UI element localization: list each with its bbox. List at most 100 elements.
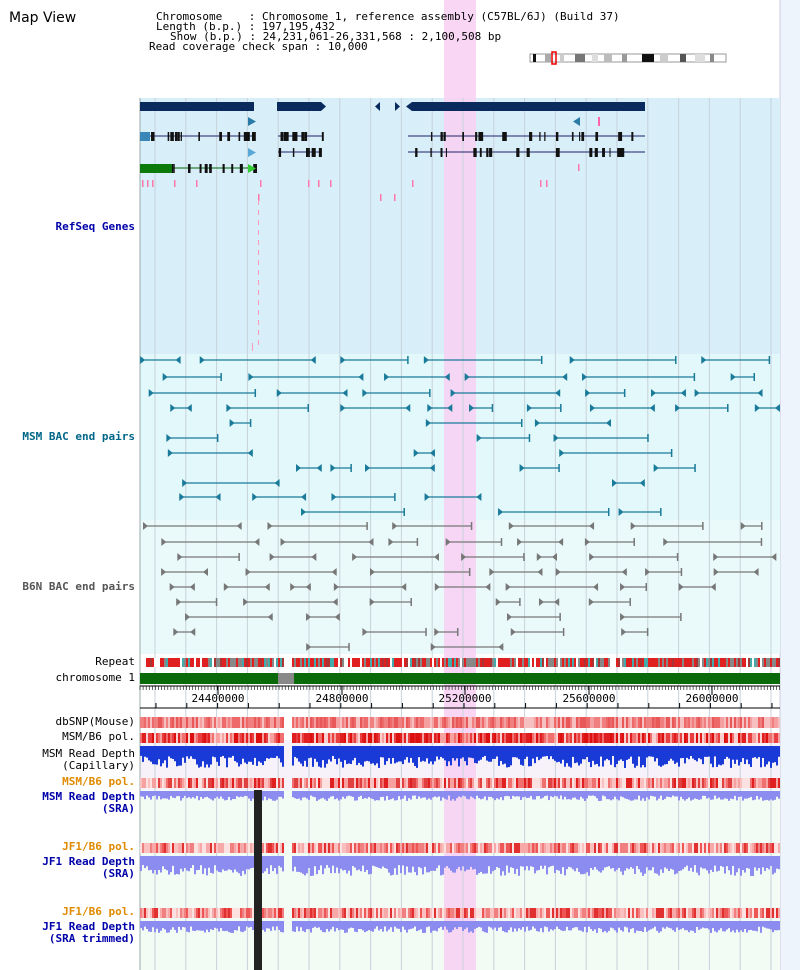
heat-cell [772,778,774,788]
heat-cell [738,778,740,788]
heat-cell [646,717,648,728]
depth-bar [526,791,528,799]
heat-cell [366,908,368,918]
depth-bar [644,921,646,928]
depth-bar [588,856,590,876]
depth-bar [380,856,382,869]
track-label-msm-depth-sra-1[interactable]: MSM Read Depth [42,790,135,803]
depth-bar [772,746,774,763]
heat-cell [398,733,400,743]
depth-bar [540,921,542,929]
heat-cell [514,717,516,728]
heat-cell [748,908,750,918]
heat-cell [616,908,618,918]
heat-cell [686,717,688,728]
repeat-block [776,658,778,667]
bac-end [429,449,435,457]
bac-end [307,404,309,412]
repeat-block [368,658,370,667]
bac-end [653,464,659,472]
bac-end [761,522,763,530]
heat-cell [496,717,498,728]
bac-end [333,583,339,591]
heat-cell [642,843,644,853]
heat-cell [446,733,448,743]
heat-cell [408,778,410,788]
depth-bar [398,746,400,762]
heat-cell [522,733,524,743]
exon [445,148,447,157]
depth-bar [494,856,496,870]
heat-cell [696,733,698,743]
depth-bar [266,746,268,759]
depth-bar [684,746,686,764]
track-label-msm-bac[interactable]: MSM BAC end pairs [22,430,135,443]
depth-bar [758,921,760,927]
heat-cell [350,843,352,853]
track-label-jf1-depth-1[interactable]: JF1 Read Depth [42,855,135,868]
depth-bar [462,856,464,867]
depth-bar [474,856,476,870]
depth-bar [300,856,302,873]
depth-bar [206,746,208,765]
depth-bar [708,921,710,930]
heat-cell [586,908,588,918]
depth-bar [468,856,470,870]
depth-bar [440,791,442,801]
heat-cell [324,733,326,743]
heat-cell [554,908,556,918]
depth-bar [300,921,302,928]
repeat-block [734,658,736,667]
heat-cell [154,908,156,918]
track-label-repeat[interactable]: Repeat [95,655,135,668]
track-label-msm-pol-2[interactable]: MSM/B6 pol. [62,775,135,788]
track-label-chromosome[interactable]: chromosome 1 [55,671,135,684]
gene-arrow [248,148,256,157]
heat-cell [178,908,180,918]
heat-cell [424,908,426,918]
heat-cell [142,778,144,788]
depth-bar [560,791,562,796]
heat-cell [658,733,660,743]
depth-bar [342,856,344,871]
depth-bar [272,791,274,801]
track-label-msm-depth-cap-1[interactable]: MSM Read Depth [42,747,135,760]
track-label-refseq[interactable]: RefSeq Genes [55,220,135,233]
heat-cell [630,908,632,918]
depth-bar [488,856,490,867]
right-gutter [780,0,800,970]
heat-cell [276,778,278,788]
track-label-msm-pol-1[interactable]: MSM/B6 pol. [62,730,135,743]
bac-end [254,389,257,397]
heat-cell [186,717,188,728]
heat-cell [266,843,268,853]
repeat-block [338,658,340,667]
heat-cell [142,717,144,728]
heat-cell [416,843,418,853]
heat-cell [460,733,462,743]
heat-cell [502,843,504,853]
depth-bar [234,746,236,762]
depth-bar [204,746,206,768]
depth-bar [500,746,502,762]
depth-bar [372,746,374,764]
bac-end [202,568,208,576]
repeat-block [778,658,780,667]
heat-cell [270,908,272,918]
bac-end [562,628,565,636]
snp-mark [258,210,259,215]
track-label-dbsnp[interactable]: dbSNP(Mouse) [55,715,135,728]
track-label-jf1-pol-1[interactable]: JF1/B6 pol. [62,840,135,853]
track-label-jf1-pol-2[interactable]: JF1/B6 pol. [62,905,135,918]
heat-cell [526,843,528,853]
heat-cell [204,733,206,743]
track-label-jf1-trim-1[interactable]: JF1 Read Depth [42,920,135,933]
track-label-b6n-bac[interactable]: B6N BAC end pairs [22,580,135,593]
depth-bar [650,791,652,796]
heat-cell [298,908,300,918]
heat-cell [668,908,670,918]
heat-cell [220,733,222,743]
heat-cell [622,843,624,853]
heat-cell [726,843,728,853]
